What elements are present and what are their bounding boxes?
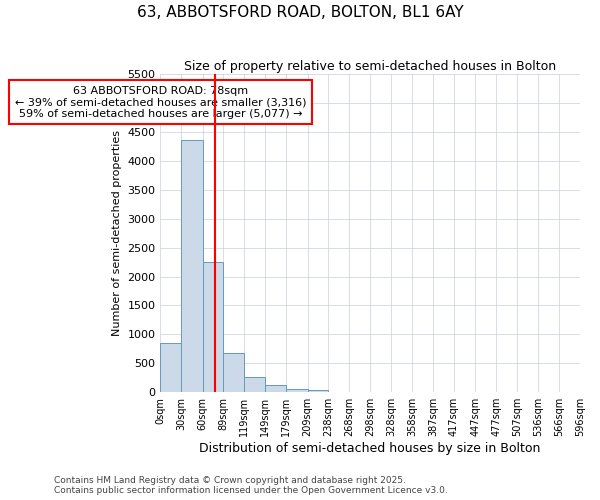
Text: 63 ABBOTSFORD ROAD: 78sqm
← 39% of semi-detached houses are smaller (3,316)
59% : 63 ABBOTSFORD ROAD: 78sqm ← 39% of semi-… (15, 86, 307, 119)
Bar (265, 386, 286, 392)
Bar (181, 140, 203, 392)
Bar (203, 262, 223, 392)
Bar (244, 377, 265, 392)
Title: Size of property relative to semi-detached houses in Bolton: Size of property relative to semi-detach… (184, 60, 556, 73)
X-axis label: Distribution of semi-detached houses by size in Bolton: Distribution of semi-detached houses by … (199, 442, 541, 455)
Bar (286, 390, 308, 392)
Bar (223, 353, 244, 392)
Text: Contains HM Land Registry data © Crown copyright and database right 2025.
Contai: Contains HM Land Registry data © Crown c… (54, 476, 448, 495)
Bar (308, 390, 328, 392)
Text: 63, ABBOTSFORD ROAD, BOLTON, BL1 6AY: 63, ABBOTSFORD ROAD, BOLTON, BL1 6AY (137, 5, 463, 20)
Y-axis label: Number of semi-detached properties: Number of semi-detached properties (112, 130, 122, 336)
Bar (160, 343, 181, 392)
